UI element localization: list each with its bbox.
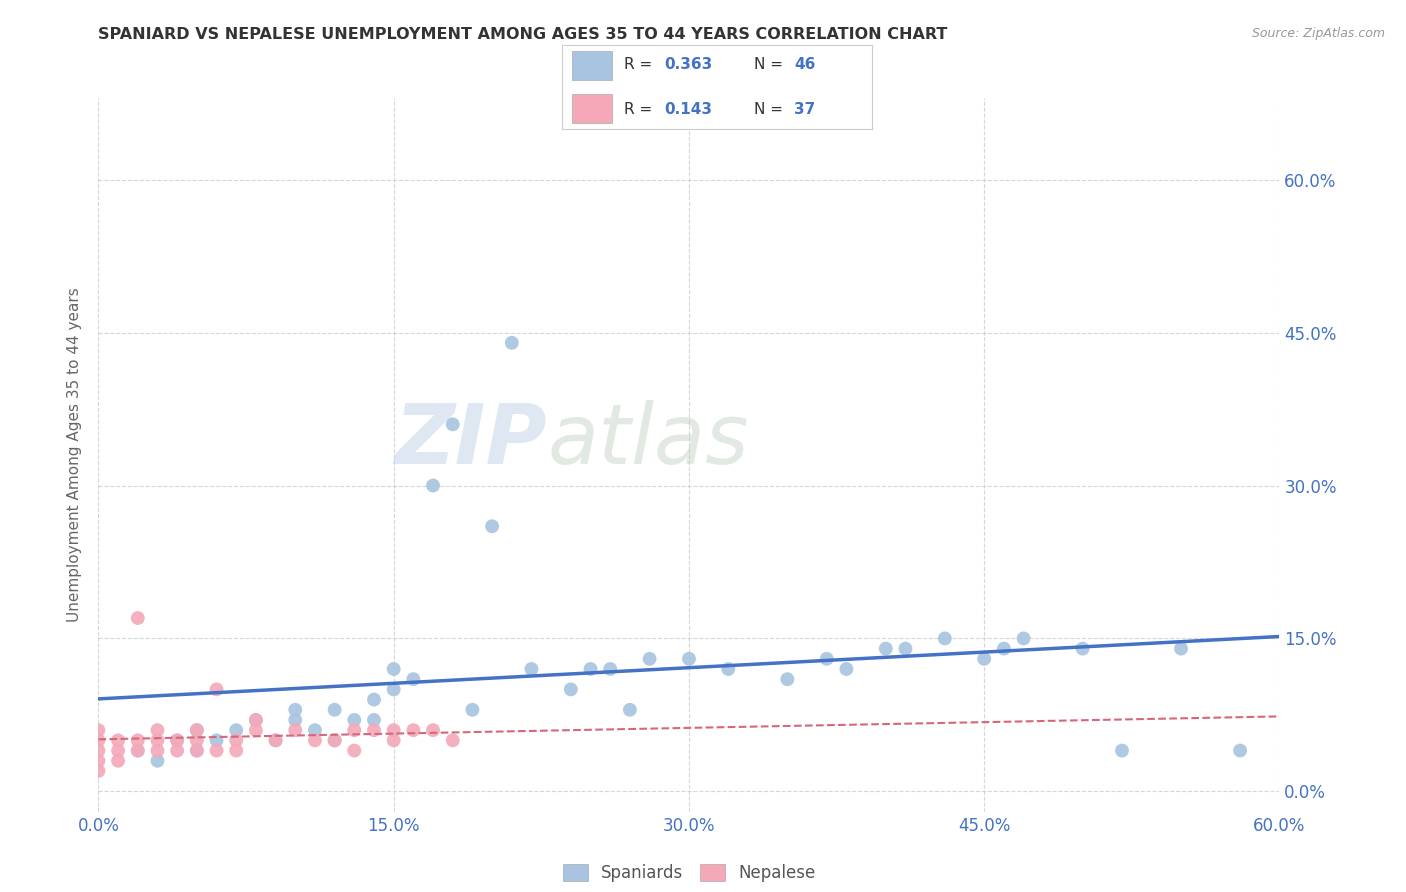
Point <box>205 682 228 697</box>
Point <box>343 713 366 727</box>
Point <box>127 733 149 747</box>
Point <box>422 478 444 492</box>
Point <box>225 743 247 757</box>
Text: 46: 46 <box>794 57 815 72</box>
Point <box>146 743 169 757</box>
Point <box>87 754 110 768</box>
Point <box>894 641 917 656</box>
Text: Source: ZipAtlas.com: Source: ZipAtlas.com <box>1251 27 1385 40</box>
Point <box>382 733 405 747</box>
Point <box>382 682 405 697</box>
Point <box>1170 641 1192 656</box>
Point <box>402 672 425 686</box>
Point <box>127 743 149 757</box>
Point <box>225 733 247 747</box>
Point <box>127 743 149 757</box>
Point <box>323 703 346 717</box>
Point <box>638 652 661 666</box>
Text: 0.363: 0.363 <box>665 57 713 72</box>
Text: R =: R = <box>624 57 658 72</box>
Point <box>619 703 641 717</box>
Point <box>146 754 169 768</box>
Point <box>363 723 385 738</box>
Point <box>87 723 110 738</box>
Point <box>422 723 444 738</box>
Point <box>264 733 287 747</box>
Point <box>107 733 129 747</box>
Point <box>304 723 326 738</box>
Point <box>402 723 425 738</box>
Point <box>520 662 543 676</box>
Point <box>186 723 208 738</box>
Point <box>146 723 169 738</box>
Point <box>127 611 149 625</box>
FancyBboxPatch shape <box>572 94 612 122</box>
Point <box>875 641 897 656</box>
Point <box>1071 641 1094 656</box>
Point <box>166 743 188 757</box>
Point <box>1012 632 1035 646</box>
Point <box>776 672 799 686</box>
Point <box>678 652 700 666</box>
FancyBboxPatch shape <box>572 52 612 80</box>
Text: R =: R = <box>624 102 658 117</box>
Point <box>205 743 228 757</box>
Point <box>107 754 129 768</box>
Point <box>363 713 385 727</box>
Point <box>501 335 523 350</box>
Text: ZIP: ZIP <box>395 401 547 481</box>
Point <box>284 723 307 738</box>
Point <box>382 662 405 676</box>
Text: atlas: atlas <box>547 401 749 481</box>
Point <box>186 743 208 757</box>
Point <box>186 733 208 747</box>
Point <box>205 733 228 747</box>
Point <box>264 733 287 747</box>
Point <box>934 632 956 646</box>
Point <box>87 743 110 757</box>
Point <box>599 662 621 676</box>
Point <box>441 733 464 747</box>
Point <box>245 723 267 738</box>
Point <box>323 733 346 747</box>
Point <box>343 723 366 738</box>
Point <box>284 703 307 717</box>
Point <box>225 723 247 738</box>
Point <box>441 417 464 432</box>
Text: N =: N = <box>754 102 787 117</box>
Point <box>304 733 326 747</box>
Point <box>87 764 110 778</box>
Y-axis label: Unemployment Among Ages 35 to 44 years: Unemployment Among Ages 35 to 44 years <box>67 287 83 623</box>
Point <box>1229 743 1251 757</box>
Point <box>87 733 110 747</box>
Point <box>186 743 208 757</box>
Point <box>245 713 267 727</box>
Point <box>245 713 267 727</box>
Point <box>186 723 208 738</box>
Text: 37: 37 <box>794 102 815 117</box>
Point <box>560 682 582 697</box>
Text: N =: N = <box>754 57 787 72</box>
Point <box>993 641 1015 656</box>
Point <box>284 713 307 727</box>
Point <box>363 692 385 706</box>
Point <box>343 743 366 757</box>
Point <box>973 652 995 666</box>
Point <box>382 723 405 738</box>
Point <box>146 733 169 747</box>
Point <box>717 662 740 676</box>
Legend: Spaniards, Nepalese: Spaniards, Nepalese <box>555 857 823 889</box>
Point <box>481 519 503 533</box>
Point <box>461 703 484 717</box>
Point <box>835 662 858 676</box>
Point <box>166 733 188 747</box>
Point <box>579 662 602 676</box>
Point <box>323 733 346 747</box>
Text: SPANIARD VS NEPALESE UNEMPLOYMENT AMONG AGES 35 TO 44 YEARS CORRELATION CHART: SPANIARD VS NEPALESE UNEMPLOYMENT AMONG … <box>98 27 948 42</box>
Point <box>815 652 838 666</box>
Text: 0.143: 0.143 <box>665 102 713 117</box>
Point <box>166 733 188 747</box>
Point <box>1111 743 1133 757</box>
Point <box>107 743 129 757</box>
